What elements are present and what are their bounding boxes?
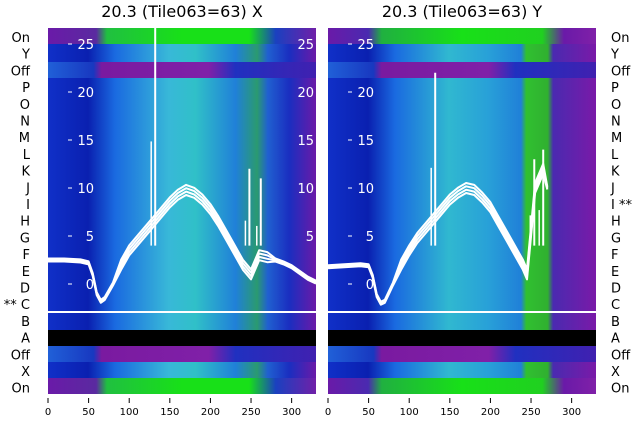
xtick-label-0: 0: [325, 407, 331, 418]
row-label-14: E: [611, 265, 619, 280]
xtick-label-50: 50: [362, 407, 375, 418]
band-x: [328, 362, 596, 378]
row-label-21: On: [611, 382, 629, 397]
row-label-18: A: [611, 332, 620, 347]
row-label-6: M: [19, 131, 30, 146]
row-label-19: Off: [11, 348, 31, 363]
row-label-15: D: [20, 282, 30, 297]
band-on-top: [328, 28, 596, 44]
ytick-right-label-5: 5: [306, 230, 314, 245]
band-on-top: [48, 28, 316, 44]
ytick-label-10: 10: [357, 182, 374, 197]
row-label-16: C: [611, 298, 620, 313]
row-label-13: F: [23, 248, 30, 263]
row-label-18: A: [21, 332, 30, 347]
ytick-label-20: 20: [357, 86, 374, 101]
row-label-6: M: [611, 131, 622, 146]
chart-title: 20.3 (Tile063=63) Y: [382, 2, 543, 21]
row-label-12: G: [20, 231, 30, 246]
row-label-7: L: [23, 148, 31, 163]
ytick-label-25: 25: [357, 38, 374, 53]
ytick-label-10: 10: [77, 182, 94, 197]
row-label-5: N: [20, 115, 30, 130]
row-label-17: B: [611, 315, 620, 330]
band-off-bottom: [328, 346, 596, 362]
row-label-4: O: [611, 98, 621, 113]
xtick-label-300: 300: [562, 407, 581, 418]
ytick-label-0: 0: [86, 278, 94, 293]
ytick-label-5: 5: [86, 230, 94, 245]
xtick-label-200: 200: [481, 407, 500, 418]
ytick-label-5: 5: [366, 230, 374, 245]
ytick-label-15: 15: [77, 134, 94, 149]
row-label-5: N: [611, 115, 621, 130]
band-off-bottom: [48, 346, 316, 362]
row-label-20: X: [21, 365, 30, 380]
band-y: [48, 44, 316, 62]
row-label-8: K: [611, 165, 620, 180]
band-b: [328, 312, 596, 330]
row-label-12: G: [611, 231, 621, 246]
band-off-top: [48, 62, 316, 78]
band-a: [328, 330, 596, 346]
series-line-0-3: [327, 162, 549, 303]
ytick-label-15: 15: [357, 134, 374, 149]
ytick-right-label-25: 25: [297, 38, 314, 53]
row-label-8: K: [21, 165, 30, 180]
xtick-label-150: 150: [440, 407, 459, 418]
chart-title: 20.3 (Tile063=63) X: [101, 2, 263, 21]
band-off-top: [328, 62, 596, 78]
xtick-label-100: 100: [120, 407, 139, 418]
ytick-right-label-15: 15: [297, 134, 314, 149]
row-label-10: I **: [611, 198, 632, 213]
band-on-bottom: [328, 378, 596, 394]
band-x: [48, 362, 316, 378]
ytick-label-25: 25: [77, 38, 94, 53]
row-label-21: On: [12, 382, 30, 397]
row-label-16: ** C: [4, 298, 30, 313]
band-b: [48, 312, 316, 330]
ytick-right-label-20: 20: [297, 86, 314, 101]
xtick-label-0: 0: [45, 407, 51, 418]
row-label-15: D: [611, 282, 621, 297]
row-label-14: E: [22, 265, 30, 280]
series-line-0-3: [48, 183, 317, 301]
row-label-10: I: [26, 198, 30, 213]
row-label-3: P: [611, 81, 619, 96]
row-label-19: Off: [611, 348, 631, 363]
band-a: [48, 330, 316, 346]
xtick-label-200: 200: [201, 407, 220, 418]
xtick-label-150: 150: [160, 407, 179, 418]
xtick-label-50: 50: [82, 407, 95, 418]
ytick-label-0: 0: [366, 278, 374, 293]
xtick-label-250: 250: [241, 407, 260, 418]
row-label-17: B: [21, 315, 30, 330]
row-label-11: H: [20, 215, 30, 230]
row-label-0: On: [12, 31, 30, 46]
band-y: [328, 44, 596, 62]
xtick-label-300: 300: [282, 407, 301, 418]
xtick-label-100: 100: [400, 407, 419, 418]
panel-left: 20.3 (Tile063=63) XOnYOffPONMLKJIHGFED**…: [4, 2, 317, 418]
row-label-9: J: [25, 181, 30, 196]
xtick-label-250: 250: [521, 407, 540, 418]
ytick-right-label-10: 10: [297, 182, 314, 197]
band-on-bottom: [48, 378, 316, 394]
row-label-2: Off: [611, 64, 631, 79]
ytick-label-20: 20: [77, 86, 94, 101]
row-label-2: Off: [11, 64, 31, 79]
row-label-0: On: [611, 31, 629, 46]
row-label-20: X: [611, 365, 620, 380]
row-label-9: J: [610, 181, 615, 196]
row-label-3: P: [22, 81, 30, 96]
row-label-4: O: [20, 98, 30, 113]
row-label-13: F: [611, 248, 618, 263]
row-label-1: Y: [21, 48, 30, 63]
row-label-1: Y: [610, 48, 619, 63]
row-label-11: H: [611, 215, 621, 230]
row-label-7: L: [611, 148, 619, 163]
